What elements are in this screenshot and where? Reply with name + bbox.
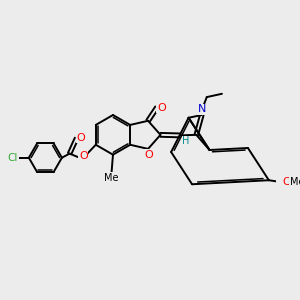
- Text: O: O: [76, 133, 85, 143]
- Text: Me: Me: [104, 173, 119, 183]
- Text: O: O: [157, 103, 166, 112]
- Text: O: O: [144, 150, 153, 160]
- Text: Cl: Cl: [8, 153, 18, 163]
- Text: O: O: [282, 177, 291, 188]
- Text: Me: Me: [290, 177, 300, 188]
- Text: O: O: [79, 151, 88, 161]
- Text: N: N: [198, 104, 206, 115]
- Text: H: H: [182, 136, 190, 146]
